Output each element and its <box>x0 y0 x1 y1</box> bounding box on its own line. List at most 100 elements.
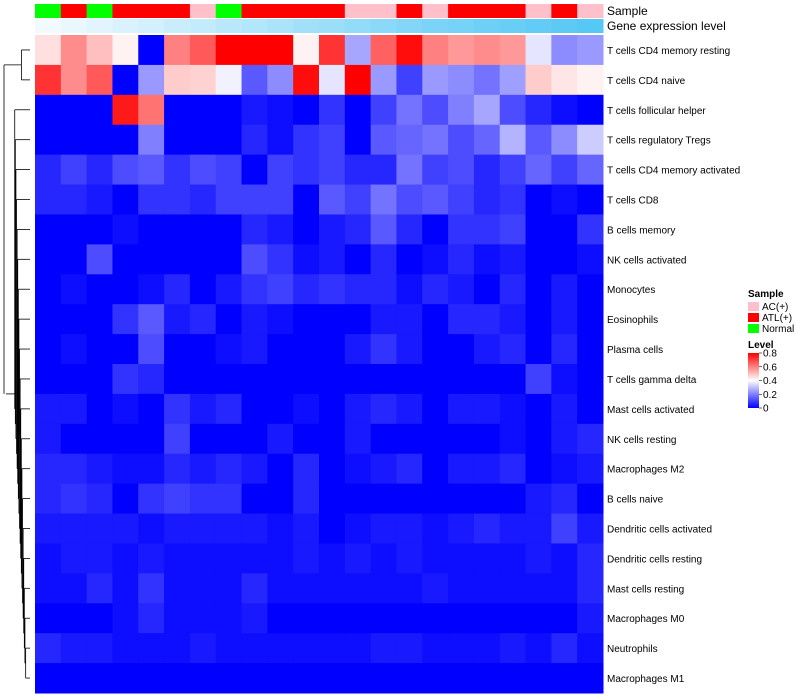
heatmap-cell <box>60 663 88 694</box>
heatmap-cell <box>112 453 139 485</box>
heatmap-cell <box>577 573 604 604</box>
heatmap-cell <box>577 483 604 515</box>
heatmap-cell <box>499 244 527 275</box>
heatmap-cell <box>551 513 578 544</box>
heatmap-cell <box>448 633 475 664</box>
heatmap-cell <box>215 423 243 455</box>
heatmap-cell <box>551 393 578 425</box>
heatmap-cell <box>577 304 604 335</box>
heatmap-cell <box>473 154 501 186</box>
heatmap-cell <box>86 663 113 694</box>
heatmap-cell <box>319 573 346 604</box>
heatmap-cell <box>293 393 320 425</box>
heatmap-cell <box>370 244 397 275</box>
heatmap-cell <box>86 214 113 245</box>
heatmap-cell <box>267 423 294 455</box>
heatmap-cell <box>396 184 423 215</box>
heatmap-cell <box>396 423 423 455</box>
heatmap-cell <box>448 393 475 425</box>
heatmap-cell <box>112 633 139 664</box>
heatmap-cell <box>35 633 62 664</box>
heatmap-cell <box>293 94 320 126</box>
heatmap-cell <box>267 35 294 66</box>
heatmap-cell <box>396 124 423 156</box>
heatmap-cell <box>396 214 423 245</box>
expression-anno-cell <box>60 19 88 33</box>
heatmap-cell <box>422 423 449 455</box>
heatmap-cell <box>164 214 191 245</box>
sample-legend-title: Sample <box>748 289 784 300</box>
level-legend: Level 0.8 0.6 0.4 0.2 0 <box>748 340 777 415</box>
heatmap-cell <box>215 304 243 335</box>
heatmap-cell <box>396 94 423 126</box>
heatmap-cell <box>267 364 294 395</box>
heatmap-cell <box>215 124 243 156</box>
expression-anno-cell <box>577 19 604 33</box>
expression-anno-cell <box>215 19 243 33</box>
heatmap-cell <box>164 64 191 96</box>
heatmap-cell <box>319 244 346 275</box>
heatmap-cell <box>577 423 604 455</box>
heatmap-cell <box>499 543 527 574</box>
expression-anno-cell <box>86 19 113 33</box>
sample-anno-cell <box>344 4 372 18</box>
heatmap-cell <box>319 94 346 126</box>
heatmap-cell <box>396 573 423 604</box>
heatmap-cell <box>319 274 346 305</box>
heatmap-cell <box>189 64 217 96</box>
heatmap-cell <box>473 274 501 305</box>
heatmap-cell <box>189 423 217 455</box>
heatmap-cell <box>473 244 501 275</box>
heatmap-cell <box>525 393 552 425</box>
sample-anno-cell <box>577 4 604 18</box>
heatmap-cell <box>551 573 578 604</box>
heatmap-cell <box>138 304 165 335</box>
heatmap-cell <box>577 94 604 126</box>
heatmap-cell <box>551 334 578 365</box>
heatmap-cell <box>60 214 88 245</box>
heatmap-cell <box>35 543 62 574</box>
heatmap-cell <box>241 543 268 574</box>
heatmap-cell <box>344 244 372 275</box>
heatmap-cell <box>215 274 243 305</box>
heatmap-cell <box>344 513 372 544</box>
heatmap-cell <box>396 334 423 365</box>
heatmap-cell <box>112 244 139 275</box>
heatmap-cell <box>396 633 423 664</box>
heatmap-cell <box>138 483 165 515</box>
heatmap-cell <box>499 603 527 634</box>
row-label: T cells follicular helper <box>607 106 706 117</box>
heatmap-cell <box>241 274 268 305</box>
heatmap-cell <box>525 274 552 305</box>
heatmap-cell <box>112 304 139 335</box>
heatmap-cell <box>422 543 449 574</box>
expression-track-label: Gene expression level <box>607 19 726 33</box>
heatmap-cell <box>215 573 243 604</box>
level-ticks: 0.8 0.6 0.4 0.2 0 <box>759 349 777 415</box>
heatmap-cell <box>525 364 552 395</box>
heatmap-cell <box>319 393 346 425</box>
heatmap-cell <box>344 214 372 245</box>
heatmap-cell <box>293 453 320 485</box>
heatmap-cell <box>319 603 346 634</box>
heatmap-cell <box>35 423 62 455</box>
heatmap-cell <box>370 483 397 515</box>
heatmap-cell <box>370 513 397 544</box>
heatmap-cell <box>370 334 397 365</box>
heatmap-cell <box>60 334 88 365</box>
heatmap-cell <box>189 483 217 515</box>
heatmap-cell <box>551 274 578 305</box>
heatmap-cell <box>164 244 191 275</box>
heatmap-cell <box>112 124 139 156</box>
heatmap-cell <box>60 94 88 126</box>
heatmap-cell <box>86 244 113 275</box>
heatmap-cell <box>577 274 604 305</box>
heatmap-cell <box>370 633 397 664</box>
level-tick-label: 0.4 <box>763 376 777 387</box>
heatmap-cell <box>215 184 243 215</box>
heatmap-cell <box>448 483 475 515</box>
heatmap-cell <box>35 214 62 245</box>
heatmap-cell <box>112 513 139 544</box>
sample-anno-cell <box>473 4 501 18</box>
